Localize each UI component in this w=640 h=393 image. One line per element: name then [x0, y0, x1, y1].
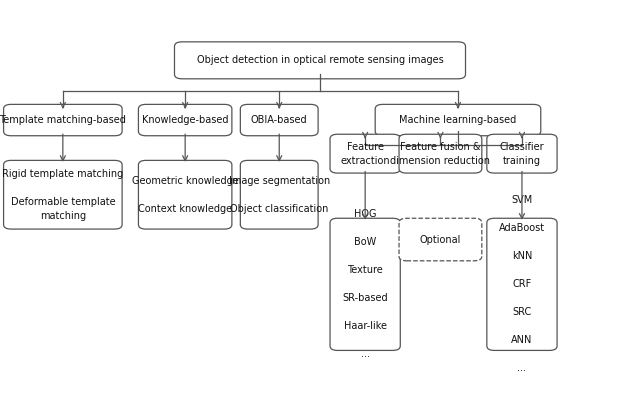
- Text: Feature
extraction: Feature extraction: [340, 141, 390, 166]
- Text: Geometric knowledge

Context knowledge: Geometric knowledge Context knowledge: [132, 176, 239, 214]
- FancyBboxPatch shape: [487, 134, 557, 173]
- FancyBboxPatch shape: [138, 105, 232, 136]
- Text: Image segmentation

Object classification: Image segmentation Object classification: [228, 176, 330, 214]
- FancyBboxPatch shape: [175, 42, 465, 79]
- Text: SVM

AdaBoost

kNN

CRF

SRC

ANN

...: SVM AdaBoost kNN CRF SRC ANN ...: [499, 195, 545, 373]
- FancyBboxPatch shape: [241, 160, 318, 229]
- FancyBboxPatch shape: [241, 105, 318, 136]
- FancyBboxPatch shape: [399, 218, 482, 261]
- FancyBboxPatch shape: [487, 218, 557, 351]
- Text: Object detection in optical remote sensing images: Object detection in optical remote sensi…: [196, 55, 444, 65]
- Text: OBIA-based: OBIA-based: [251, 115, 308, 125]
- Text: Template matching-based: Template matching-based: [0, 115, 126, 125]
- Text: Rigid template matching

Deformable template
matching: Rigid template matching Deformable templ…: [2, 169, 124, 221]
- FancyBboxPatch shape: [4, 105, 122, 136]
- FancyBboxPatch shape: [375, 105, 541, 136]
- Text: Optional: Optional: [420, 235, 461, 244]
- FancyBboxPatch shape: [330, 218, 400, 351]
- FancyBboxPatch shape: [138, 160, 232, 229]
- Text: HOG

BoW

Texture

SR-based

Haar-like

...: HOG BoW Texture SR-based Haar-like ...: [342, 209, 388, 359]
- Text: Feature fusion &
dimension reduction: Feature fusion & dimension reduction: [390, 141, 490, 166]
- FancyBboxPatch shape: [330, 134, 400, 173]
- Text: Knowledge-based: Knowledge-based: [142, 115, 228, 125]
- FancyBboxPatch shape: [399, 134, 482, 173]
- Text: Classifier
training: Classifier training: [500, 141, 544, 166]
- FancyBboxPatch shape: [4, 160, 122, 229]
- Text: Machine learning-based: Machine learning-based: [399, 115, 516, 125]
